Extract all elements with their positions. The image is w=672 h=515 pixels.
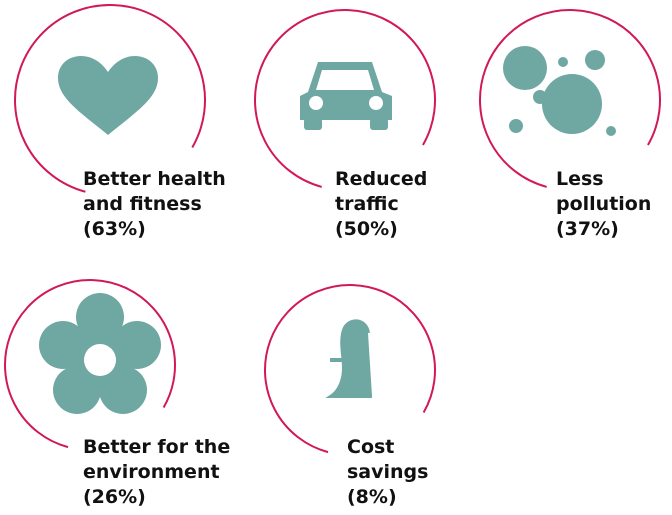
car-icon <box>300 62 392 130</box>
labels: Better health and fitness (63%) Reduced traf… <box>83 168 651 508</box>
circle-arc <box>264 284 436 454</box>
item-label: Better health <box>83 168 226 190</box>
pound-icon <box>325 319 372 398</box>
item-label: Reduced <box>335 168 427 190</box>
circle-arc <box>254 9 436 188</box>
item-label: (63%) <box>83 218 146 240</box>
item-label: (8%) <box>347 486 397 508</box>
flower-icon <box>39 293 161 414</box>
item-label: Cost <box>347 436 394 458</box>
item-label: Less <box>556 168 604 190</box>
item-label: environment <box>83 461 220 483</box>
item-label: (26%) <box>83 486 146 508</box>
item-label: and fitness <box>83 193 202 215</box>
icons <box>39 46 616 414</box>
item-label: traffic <box>335 193 399 215</box>
pollution-icon <box>503 46 616 136</box>
item-label: (50%) <box>335 218 398 240</box>
item-label: (37%) <box>556 218 619 240</box>
item-label: savings <box>347 461 428 483</box>
circle-arc <box>4 279 176 449</box>
circle-arc <box>14 4 206 193</box>
item-label: pollution <box>556 193 651 215</box>
arcs <box>4 4 661 454</box>
circle-arc <box>479 9 661 188</box>
item-label: Better for the <box>83 436 230 458</box>
heart-icon <box>58 56 158 135</box>
